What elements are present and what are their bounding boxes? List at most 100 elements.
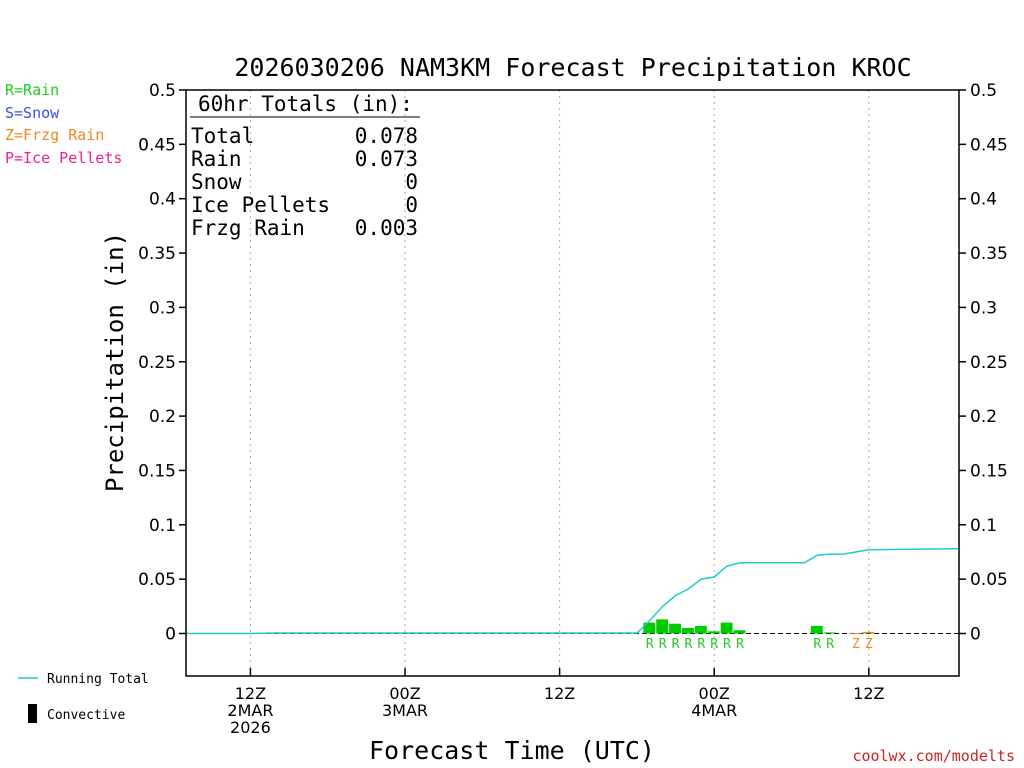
running-total-point: [726, 565, 728, 567]
y-axis-label: Precipitation (in): [101, 232, 129, 492]
precip-bar: [682, 628, 694, 634]
y-tick-label-right: 0.15: [970, 461, 1008, 481]
precip-bar: [810, 625, 823, 634]
running-total-legend-label: Running Total: [47, 672, 149, 687]
precip-bar: [823, 632, 836, 634]
x-tick-label: 4MAR: [691, 701, 737, 720]
totals-row-value: 0.078: [355, 124, 418, 148]
running-total-point: [636, 632, 638, 634]
running-total-point: [803, 562, 806, 564]
running-total-line: [185, 547, 960, 635]
x-tick-label: 12Z: [235, 684, 266, 703]
running-total-point: [713, 576, 715, 578]
precip-bar: [656, 619, 669, 634]
convective-legend-label: Convective: [47, 708, 125, 723]
y-tick-label-right: 0.45: [970, 135, 1008, 155]
running-total-point: [868, 549, 870, 551]
x-tick-label: 3MAR: [382, 701, 428, 720]
y-tick-label-left: 0: [165, 625, 176, 645]
running-total-point: [249, 632, 252, 635]
precip-bar: [694, 625, 707, 634]
totals-row-value: 0: [405, 170, 418, 194]
precip-type-letter: R: [826, 637, 834, 652]
precip-type-legend-snow: S=Snow: [5, 104, 60, 122]
totals-row-label: Ice Pellets: [191, 193, 330, 217]
precip-type-letter: R: [697, 637, 705, 652]
y-tick-label-left: 0.3: [149, 298, 176, 318]
x-tick-label: 2MAR: [227, 701, 273, 720]
plot-frame: [185, 89, 960, 677]
precip-bar: [707, 631, 720, 634]
totals-row-label: Rain: [191, 147, 242, 171]
precip-bar: [643, 622, 656, 634]
y-tick-label-right: 0.4: [970, 190, 997, 210]
y-tick-label-left: 0.4: [149, 190, 176, 210]
running-total-polyline: [186, 547, 960, 635]
running-total-point: [700, 578, 702, 580]
y-tick-label-right: 0.25: [970, 353, 1008, 373]
y-tick-label-left: 0.15: [138, 461, 176, 481]
y-tick-label-right: 0.05: [970, 570, 1008, 590]
x-tick-label: 00Z: [389, 684, 420, 703]
y-tick-label-right: 0.3: [970, 298, 997, 318]
y-tick-label-left: 0.1: [149, 516, 176, 536]
running-total-point: [855, 551, 857, 553]
precip-bar: [733, 630, 746, 634]
totals-row-label: Snow: [191, 170, 242, 194]
running-total-point: [829, 553, 831, 555]
precip-bar: [669, 623, 682, 634]
precip-type-letter: Z: [852, 637, 860, 652]
x-tick-label: 12Z: [853, 684, 884, 703]
precip-bar: [720, 622, 733, 634]
precip-type-letter: R: [685, 637, 693, 652]
y-tick-label-left: 0.25: [138, 353, 176, 373]
precip-type-letter: R: [723, 637, 731, 652]
grid-lines: [186, 90, 959, 676]
x-axis-label: Forecast Time (UTC): [369, 736, 655, 765]
totals-row-value: 0.003: [355, 216, 418, 240]
precip-type-letter: R: [646, 637, 654, 652]
precip-type-letter: R: [813, 637, 821, 652]
y-tick-label-left: 0.5: [149, 81, 176, 101]
x-tick-label: 00Z: [699, 684, 730, 703]
x-tick-label: 2026: [230, 718, 271, 737]
running-total-point: [674, 594, 677, 597]
precip-bar: [862, 631, 875, 634]
y-axis-ticks: 0 00.05 0.050.1 0.10.15 0.150.2 0.20.25 0.250.…: [138, 81, 1008, 645]
precip-type-legend-rain: R=Rain: [5, 81, 60, 99]
precip-type-letter: R: [710, 637, 718, 652]
totals-row-value: 0.073: [355, 147, 418, 171]
precip-bar: [849, 632, 862, 634]
running-total-point: [687, 588, 690, 590]
totals-row-label: Frzg Rain: [191, 216, 305, 240]
x-tick-label: 12Z: [544, 684, 575, 703]
precip-type-legend-ice-pellets: P=Ice Pellets: [5, 149, 123, 167]
totals-box: 60hr Totals (in): Total 0.078 Rain 0.073 Sno…: [190, 92, 420, 240]
precip-type-legend-frzg-rain: Z=Frzg Rain: [5, 126, 105, 144]
convective-legend-swatch: [28, 704, 37, 723]
y-tick-label-left: 0.05: [138, 570, 176, 590]
running-total-point: [649, 619, 651, 622]
y-tick-label-right: 0: [970, 625, 981, 645]
y-tick-label-right: 0.2: [970, 407, 997, 427]
y-tick-label-right: 0.5: [970, 81, 997, 101]
running-total-point: [739, 562, 741, 564]
running-total-point: [816, 554, 818, 556]
totals-row-value: 0: [405, 193, 418, 217]
totals-header: 60hr Totals (in):: [198, 92, 413, 116]
precip-type-letter: R: [672, 637, 680, 652]
y-tick-label-left: 0.45: [138, 135, 176, 155]
precip-bars: [643, 619, 875, 634]
running-total-point: [662, 605, 664, 607]
precip-type-letter: R: [736, 637, 744, 652]
totals-row-label: Total: [191, 124, 254, 148]
running-total-point: [842, 553, 844, 555]
y-tick-label-left: 0.2: [149, 407, 176, 427]
precip-type-letter: R: [659, 637, 667, 652]
chart-title: 2026030206 NAM3KM Forecast Precipitation…: [234, 53, 911, 82]
y-tick-label-left: 0.35: [138, 244, 176, 264]
y-tick-label-right: 0.1: [970, 516, 997, 536]
